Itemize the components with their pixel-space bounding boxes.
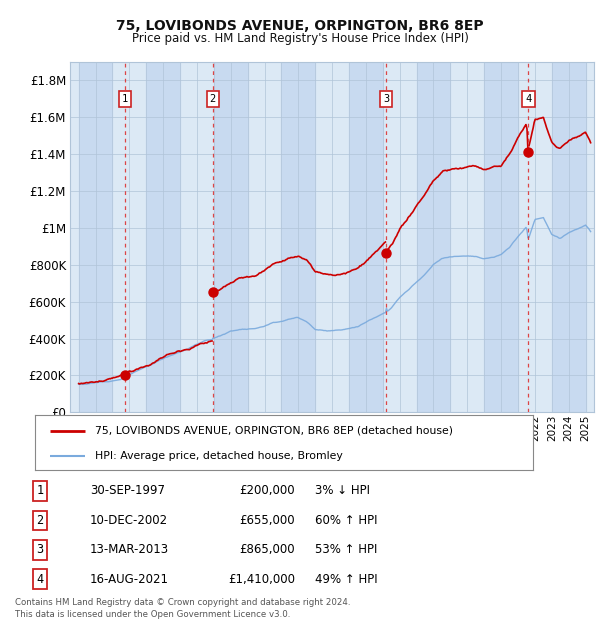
Bar [146, 62, 180, 412]
Text: £200,000: £200,000 [239, 484, 295, 497]
Text: 1: 1 [122, 94, 128, 104]
Bar [79, 62, 112, 412]
Text: 16-AUG-2021: 16-AUG-2021 [90, 573, 169, 586]
Text: HPI: Average price, detached house, Bromley: HPI: Average price, detached house, Brom… [95, 451, 343, 461]
Text: 1: 1 [37, 484, 44, 497]
Bar [281, 62, 315, 412]
Text: 53% ↑ HPI: 53% ↑ HPI [315, 543, 377, 556]
Text: 4: 4 [37, 573, 44, 586]
Text: 3: 3 [383, 94, 389, 104]
Text: 75, LOVIBONDS AVENUE, ORPINGTON, BR6 8EP: 75, LOVIBONDS AVENUE, ORPINGTON, BR6 8EP [116, 19, 484, 33]
Text: 49% ↑ HPI: 49% ↑ HPI [315, 573, 377, 586]
Text: £655,000: £655,000 [239, 514, 295, 527]
Text: 60% ↑ HPI: 60% ↑ HPI [315, 514, 377, 527]
Text: Price paid vs. HM Land Registry's House Price Index (HPI): Price paid vs. HM Land Registry's House … [131, 32, 469, 45]
Bar [349, 62, 383, 412]
Text: Contains HM Land Registry data © Crown copyright and database right 2024.
This d: Contains HM Land Registry data © Crown c… [15, 598, 350, 619]
Text: 3% ↓ HPI: 3% ↓ HPI [315, 484, 370, 497]
Text: 13-MAR-2013: 13-MAR-2013 [90, 543, 169, 556]
Bar [484, 62, 518, 412]
Bar [416, 62, 451, 412]
Text: £1,410,000: £1,410,000 [228, 573, 295, 586]
Text: 75, LOVIBONDS AVENUE, ORPINGTON, BR6 8EP (detached house): 75, LOVIBONDS AVENUE, ORPINGTON, BR6 8EP… [95, 426, 452, 436]
Text: 2: 2 [209, 94, 216, 104]
Text: 3: 3 [37, 543, 44, 556]
Bar [552, 62, 586, 412]
Text: 30-SEP-1997: 30-SEP-1997 [90, 484, 165, 497]
Bar [214, 62, 248, 412]
Text: £865,000: £865,000 [239, 543, 295, 556]
Text: 2: 2 [37, 514, 44, 527]
Text: 10-DEC-2002: 10-DEC-2002 [90, 514, 168, 527]
Text: 4: 4 [526, 94, 532, 104]
